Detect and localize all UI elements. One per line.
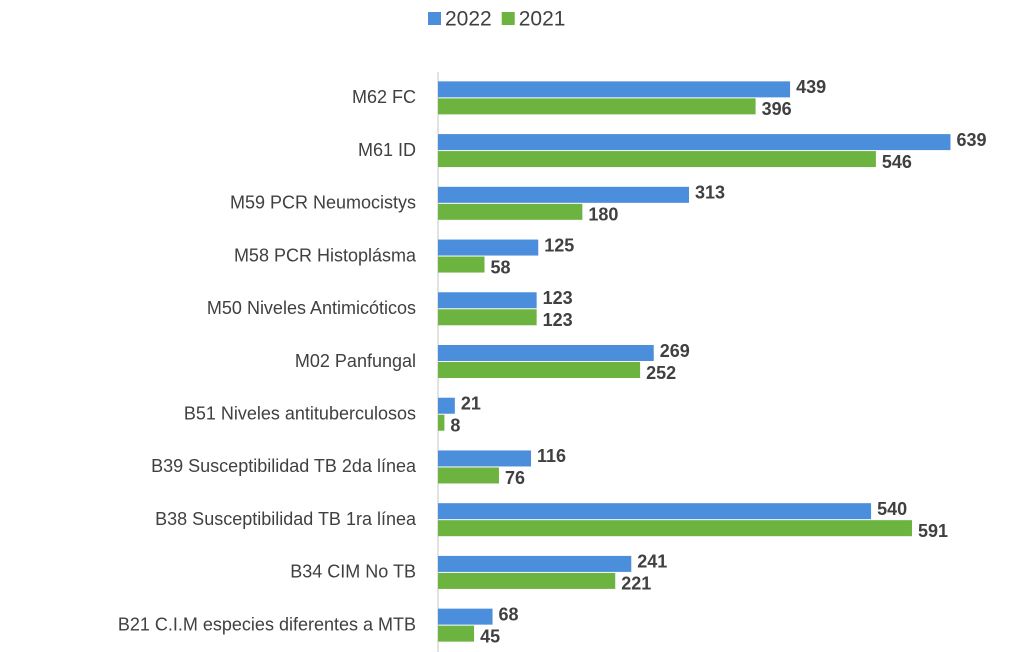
bar xyxy=(438,520,912,537)
bar xyxy=(438,397,455,414)
bar xyxy=(438,134,951,151)
category-label: M50 Niveles Antimicóticos xyxy=(207,298,416,318)
value-label: 241 xyxy=(637,552,667,572)
bar xyxy=(438,186,690,203)
bar xyxy=(438,292,537,309)
value-label: 116 xyxy=(537,446,566,466)
bar xyxy=(438,467,499,484)
category-label: M59 PCR Neumocistys xyxy=(230,193,416,213)
bar xyxy=(438,345,654,361)
bar xyxy=(438,625,475,642)
legend-label: 2021 xyxy=(519,8,566,31)
bar xyxy=(438,572,616,589)
bar xyxy=(438,256,485,273)
bar xyxy=(438,203,583,220)
value-label: 639 xyxy=(956,130,986,150)
value-label: 591 xyxy=(918,521,948,541)
bar xyxy=(438,151,876,168)
category-label: M02 Panfungal xyxy=(295,351,416,371)
value-label: 180 xyxy=(588,205,618,225)
category-label: M58 PCR Histoplásma xyxy=(234,245,417,265)
bar xyxy=(438,503,872,520)
bar xyxy=(438,450,532,467)
category-label: B21 C.I.M especies diferentes a MTB xyxy=(118,614,416,634)
value-label: 313 xyxy=(695,183,725,203)
value-label: 125 xyxy=(544,235,574,255)
legend-label: 2022 xyxy=(445,8,492,31)
category-label: B38 Susceptibilidad TB 1ra línea xyxy=(155,509,417,529)
bar xyxy=(438,555,632,572)
legend-swatch xyxy=(428,12,441,25)
category-label: B51 Niveles antituberculosos xyxy=(184,403,416,423)
bar xyxy=(438,608,493,625)
bar xyxy=(438,239,539,256)
bar xyxy=(438,309,537,326)
value-label: 252 xyxy=(646,363,676,383)
value-label: 21 xyxy=(461,393,481,413)
value-label: 396 xyxy=(762,99,792,119)
category-label: B39 Susceptibilidad TB 2da línea xyxy=(151,456,417,476)
value-label: 540 xyxy=(877,499,907,519)
value-label: 76 xyxy=(505,468,525,488)
value-label: 8 xyxy=(450,415,460,435)
value-label: 546 xyxy=(882,152,912,172)
category-label: M61 ID xyxy=(358,140,416,160)
value-label: 58 xyxy=(491,257,511,277)
bar xyxy=(438,362,641,378)
value-label: 269 xyxy=(660,341,690,361)
value-label: 123 xyxy=(543,288,573,308)
value-label: 221 xyxy=(621,574,651,594)
legend-swatch xyxy=(501,12,515,25)
bar xyxy=(438,81,791,98)
category-label: B34 CIM No TB xyxy=(290,562,416,582)
value-label: 439 xyxy=(796,77,826,97)
bar xyxy=(438,414,445,431)
value-label: 68 xyxy=(499,604,519,624)
value-label: 45 xyxy=(480,626,500,646)
category-label: M62 FC xyxy=(352,87,416,107)
bar xyxy=(438,98,756,115)
value-label: 123 xyxy=(543,310,573,330)
